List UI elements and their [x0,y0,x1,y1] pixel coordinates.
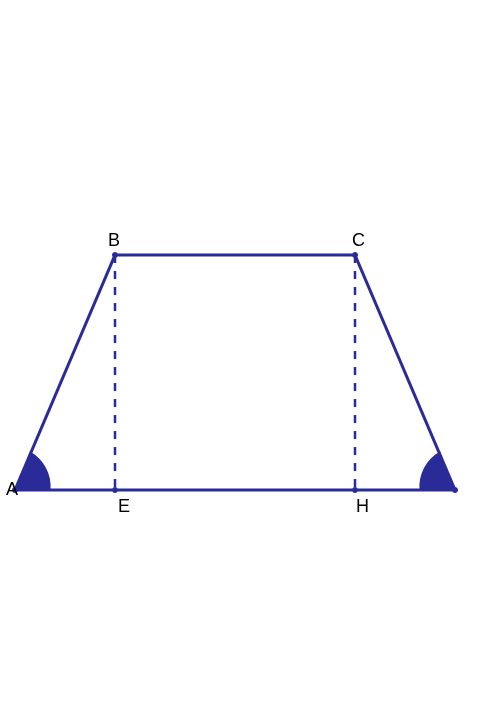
label-c: C [352,230,365,250]
label-e: E [118,496,130,516]
point-b [112,252,118,258]
point-h [352,487,358,493]
angle-arc-right [420,452,455,490]
point-d [452,487,458,493]
point-c [352,252,358,258]
diagram-container: A B C E H [0,0,500,720]
trapezoid-diagram: A B C E H [0,160,500,560]
edge-ab [15,255,115,490]
edge-cd [355,255,455,490]
angle-arc-left [15,452,50,490]
label-h: H [356,496,369,516]
point-e [112,487,118,493]
label-a: A [6,479,18,499]
label-b: B [108,230,120,250]
